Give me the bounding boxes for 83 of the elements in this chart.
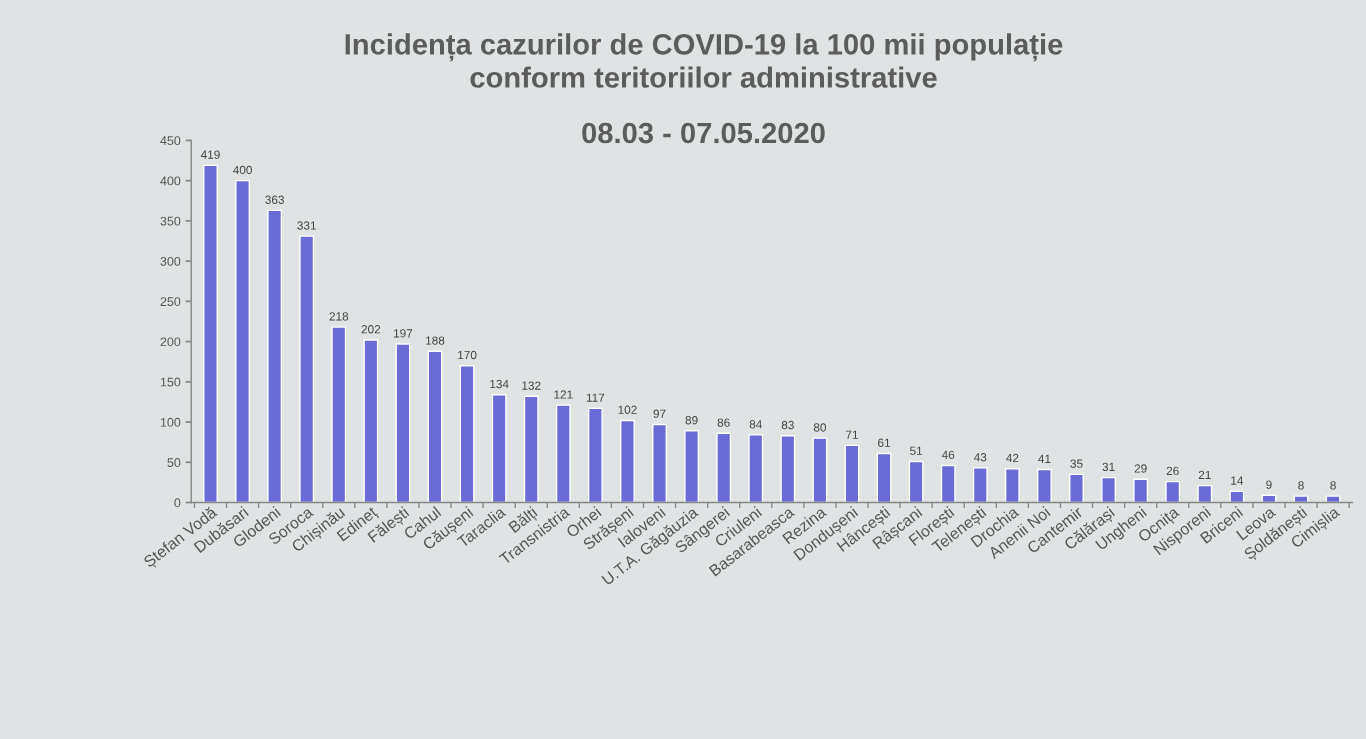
y-tick-label: 200	[160, 337, 181, 347]
data-label: 117	[586, 393, 605, 402]
data-label: 202	[361, 325, 381, 334]
data-label: 86	[717, 418, 730, 427]
data-label: 102	[618, 405, 637, 414]
data-label: 31	[1102, 462, 1115, 472]
bar	[844, 444, 860, 503]
data-label: 400	[232, 165, 252, 175]
bar	[363, 339, 379, 503]
bar	[780, 435, 796, 503]
bar	[1133, 478, 1149, 503]
bar	[1325, 495, 1341, 503]
bar	[299, 235, 315, 503]
bar	[1069, 473, 1084, 503]
data-label: 46	[941, 450, 955, 459]
bar	[331, 326, 347, 503]
bar	[652, 423, 667, 503]
data-label: 170	[458, 350, 477, 360]
bar	[684, 430, 700, 503]
data-label: 84	[749, 420, 762, 429]
y-tick-label: 100	[160, 417, 181, 427]
y-tick-label: 50	[167, 458, 181, 467]
y-tick-label: 350	[160, 216, 181, 226]
data-label: 61	[878, 438, 891, 447]
data-label: 197	[393, 329, 413, 338]
data-label: 83	[781, 420, 794, 430]
data-label: 9	[1266, 480, 1272, 489]
data-label: 132	[522, 381, 541, 390]
bar	[748, 434, 764, 503]
bar	[587, 407, 603, 503]
y-tick-label: 400	[160, 176, 181, 186]
bar	[972, 467, 988, 503]
data-label: 134	[490, 379, 509, 389]
data-label: 21	[1198, 470, 1211, 480]
data-label: 89	[685, 416, 698, 425]
bar	[1101, 476, 1117, 503]
data-label: 29	[1134, 464, 1147, 473]
bar	[620, 419, 635, 503]
bar	[267, 209, 283, 503]
data-label: 218	[329, 312, 349, 321]
bar	[1293, 495, 1309, 503]
y-tick-label: 150	[160, 377, 181, 387]
bar	[459, 365, 475, 503]
bar	[491, 393, 507, 503]
bar	[1004, 468, 1020, 503]
bar	[203, 164, 218, 503]
chart-title: Incidența cazurilor de COVID-19 la 100 mii populație conform teritoriilor administrative	[345, 33, 1063, 88]
data-label: 42	[1006, 453, 1019, 463]
data-label: 80	[813, 423, 827, 432]
bar	[427, 350, 443, 503]
data-label: 331	[297, 221, 316, 230]
bar	[1165, 480, 1181, 503]
data-label: 14	[1231, 476, 1244, 485]
chart-subtitle: 08.03 - 07.05.2020	[582, 122, 825, 144]
y-tick-label: 0	[174, 498, 181, 508]
data-label: 188	[426, 336, 445, 345]
bar	[812, 437, 828, 503]
bar	[1197, 484, 1213, 503]
data-label: 51	[910, 446, 923, 455]
bar	[908, 460, 924, 503]
data-label: 8	[1330, 481, 1336, 490]
data-label: 71	[846, 430, 858, 439]
data-label: 419	[200, 150, 220, 159]
y-tick-label: 300	[160, 256, 181, 266]
bar	[523, 395, 539, 503]
data-label: 41	[1038, 454, 1051, 463]
data-label: 43	[973, 453, 987, 462]
data-label: 97	[653, 409, 666, 418]
bar	[555, 404, 571, 503]
bar	[1036, 468, 1052, 503]
data-label: 8	[1298, 481, 1304, 490]
bar	[1229, 490, 1245, 503]
y-tick-label: 450	[160, 136, 181, 146]
data-label: 26	[1166, 466, 1179, 476]
bar	[395, 343, 411, 503]
data-label: 35	[1070, 459, 1083, 468]
bar	[876, 452, 892, 503]
bar	[716, 432, 732, 503]
data-label: 121	[554, 390, 573, 399]
y-tick-label: 250	[160, 297, 181, 306]
bar	[235, 179, 250, 503]
data-label: 363	[265, 195, 284, 204]
bar	[940, 464, 956, 503]
